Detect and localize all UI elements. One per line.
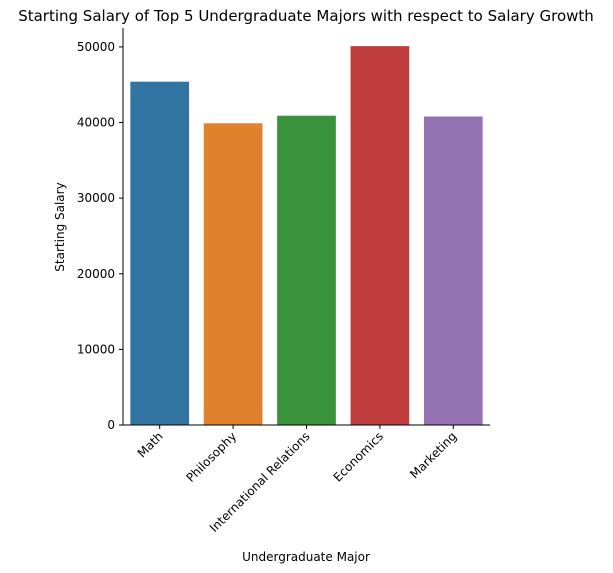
y-ticks-group: 0 10000 20000 30000 40000 50000 <box>77 40 123 432</box>
y-tick-label: 30000 <box>77 191 115 205</box>
x-tick-label: Marketing <box>407 429 459 481</box>
bar-philosophy <box>203 123 263 425</box>
y-tick-label: 0 <box>107 418 115 432</box>
y-tick-label: 50000 <box>77 40 115 54</box>
x-tick-label: Philosophy <box>184 429 240 485</box>
bar-economics <box>350 46 410 426</box>
chart-title: Starting Salary of Top 5 Undergraduate M… <box>18 7 594 25</box>
y-tick-label: 20000 <box>77 267 115 281</box>
y-axis-label: Starting Salary <box>53 182 67 271</box>
bars-group <box>130 46 483 426</box>
x-tick-label: Economics <box>331 429 386 484</box>
x-axis-label: Undergraduate Major <box>242 550 370 564</box>
x-tick-label: Math <box>135 429 166 460</box>
bar-marketing <box>423 116 483 425</box>
bar-international-relations <box>277 115 336 426</box>
y-tick-label: 10000 <box>77 342 115 356</box>
bar-math <box>130 81 190 426</box>
y-tick-label: 40000 <box>77 116 115 130</box>
